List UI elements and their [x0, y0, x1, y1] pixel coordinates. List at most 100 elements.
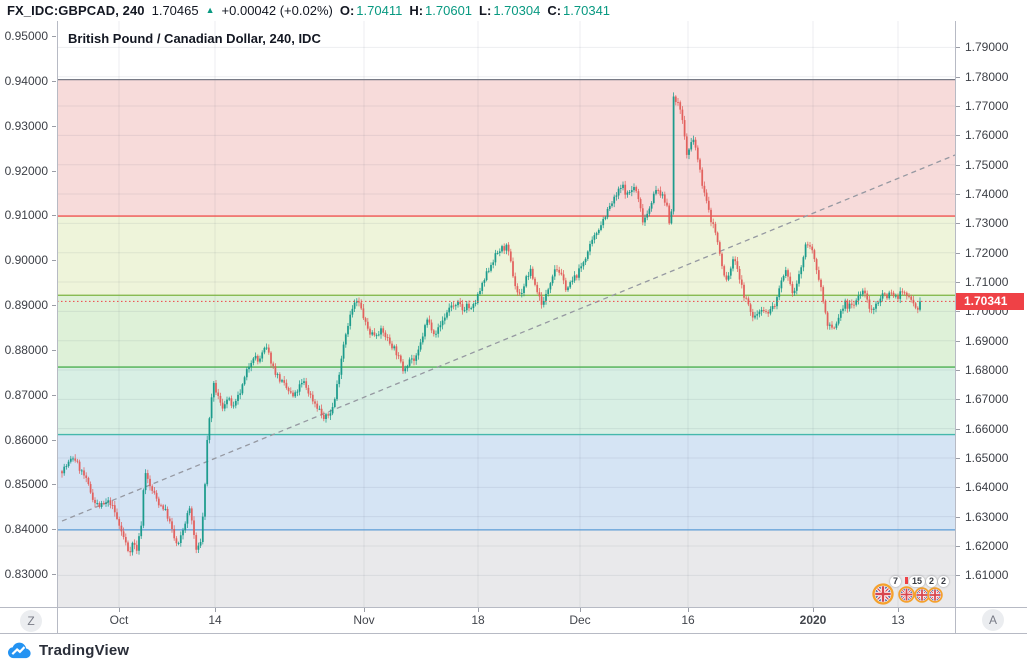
tradingview-wordmark[interactable]: TradingView [39, 641, 130, 659]
candle-body [619, 188, 622, 189]
tradingview-logo-icon[interactable] [8, 642, 31, 659]
candle-body [153, 490, 156, 493]
candle-body [325, 414, 327, 420]
candle-body [641, 208, 644, 223]
candle-body [135, 544, 138, 551]
candle-body [289, 391, 292, 393]
candle-body [107, 500, 110, 503]
candle-body [197, 545, 200, 550]
candle-body [272, 363, 275, 367]
candle-body [694, 139, 697, 148]
chart-legend-title[interactable]: British Pound / Canadian Dollar, 240, ID… [68, 31, 321, 46]
tick-mark [956, 106, 960, 108]
time-axis[interactable]: Oct 14 Nov 18 Dec 16 2020 13 [57, 608, 955, 633]
candle-body [226, 399, 228, 405]
left-scale-mode-button[interactable]: Z [20, 610, 42, 632]
tick-mark [956, 311, 960, 313]
event-count-badge: 15 [909, 576, 926, 587]
candlestick-chart [57, 21, 956, 607]
candle-body [738, 268, 741, 280]
candle-body [402, 361, 404, 372]
right-axis-tick-label: 1.76000 [965, 128, 1009, 143]
economic-event-flag[interactable] [914, 587, 930, 608]
candle-body [395, 346, 398, 356]
candle-body [740, 279, 743, 285]
auto-scale-button[interactable]: A [982, 609, 1004, 631]
candle-body [188, 508, 191, 514]
economic-event-flags[interactable]: 7 15 2 2 [872, 576, 958, 605]
candle-body [239, 393, 242, 395]
candle-body [146, 473, 149, 479]
candle-body [201, 516, 204, 543]
candle-body [824, 301, 827, 313]
symbol-info-bar: FX_IDC:GBPCAD, 240 1.70465 ▲ +0.00042 (+… [0, 0, 1027, 21]
uk-flag-icon [898, 586, 915, 603]
candle-body [171, 521, 173, 529]
candle-body [391, 343, 393, 349]
economic-event-flag[interactable] [927, 587, 943, 608]
candle-body [393, 346, 396, 349]
candle-body [516, 286, 519, 293]
candle-body [204, 484, 206, 517]
candle-body [650, 202, 653, 209]
candle-body [787, 270, 789, 277]
band-gray-zone [57, 529, 955, 607]
price-chart-pane[interactable] [57, 21, 956, 607]
candle-body [360, 302, 363, 309]
candle-body [850, 303, 853, 305]
economic-event-flag[interactable] [898, 586, 915, 608]
candle-body [729, 268, 732, 276]
candle-body [265, 347, 268, 349]
right-price-axis[interactable]: 1.79000 1.78000 1.77000 1.76000 1.75000 1.740… [956, 21, 1027, 607]
candle-body [245, 369, 248, 378]
right-axis-tick-label: 1.65000 [965, 451, 1009, 465]
candle-body [910, 296, 913, 300]
grid-lines [57, 21, 955, 607]
candle-body [142, 490, 145, 526]
tick-mark [898, 608, 899, 612]
candle-body [61, 471, 63, 474]
candle-body [564, 280, 567, 291]
economic-event-flag[interactable] [872, 583, 894, 610]
candle-body [366, 321, 369, 329]
symbol-name[interactable]: FX_IDC:GBPCAD, 240 [7, 3, 145, 18]
event-count-badge: 2 [938, 576, 950, 587]
candle-body [597, 229, 600, 234]
candle-body [815, 259, 818, 271]
candle-body [718, 242, 721, 254]
candle-body [276, 374, 279, 376]
tick-mark [580, 608, 581, 612]
candle-body [424, 325, 426, 337]
left-axis-tick-label: 0.90000 [4, 253, 48, 268]
candle-body [162, 505, 165, 510]
candle-body [278, 374, 281, 382]
candle-body [305, 381, 308, 388]
trendline[interactable] [61, 154, 956, 522]
tick-mark [956, 340, 960, 342]
candle-body [751, 311, 754, 318]
candle-body [822, 287, 825, 302]
candle-body [520, 293, 523, 294]
tick-mark [364, 608, 365, 612]
candle-body [65, 466, 68, 467]
candle-body [164, 508, 167, 510]
left-axis-tick-label: 0.95000 [4, 28, 48, 43]
candle-body [437, 327, 440, 334]
candle-body [531, 268, 534, 279]
candle-body [261, 352, 264, 359]
candle-body [349, 314, 352, 326]
left-price-axis[interactable]: 0.95000 0.94000 0.93000 0.92000 0.91000 0.900… [0, 21, 57, 607]
candle-body [773, 306, 776, 307]
candle-body [168, 518, 171, 522]
candle-body [727, 275, 730, 280]
candle-body [710, 209, 712, 223]
candle-body [410, 358, 413, 360]
candle-body [217, 392, 220, 396]
candle-body [666, 202, 668, 206]
candle-body [283, 380, 286, 383]
candle-body [195, 535, 198, 550]
candle-body [331, 406, 334, 414]
candle-body [94, 499, 96, 504]
candle-body [580, 266, 583, 269]
right-axis-tick-label: 1.79000 [965, 40, 1009, 55]
